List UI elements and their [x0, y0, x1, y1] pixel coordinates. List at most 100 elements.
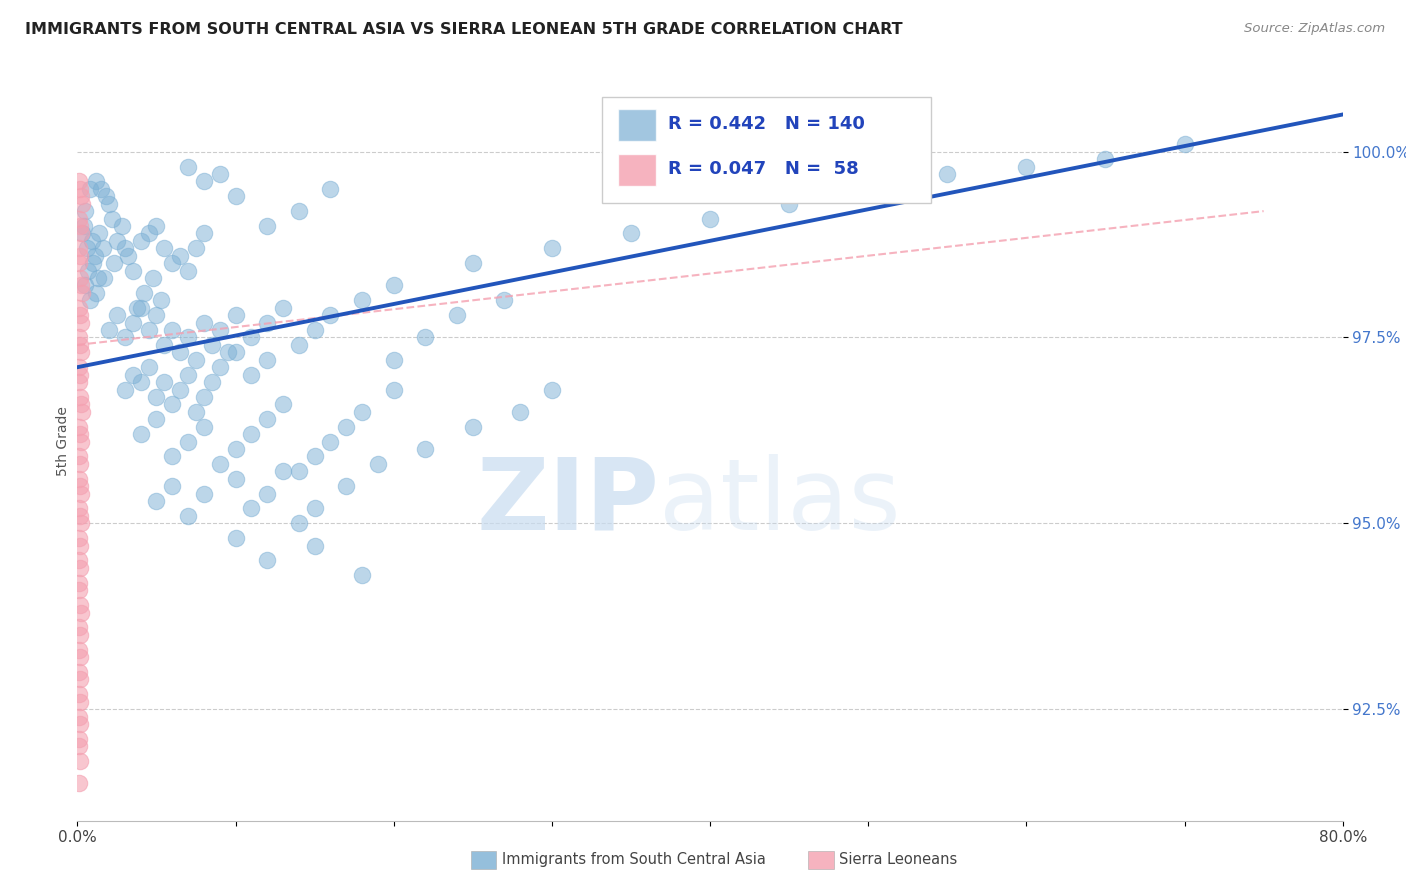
Text: IMMIGRANTS FROM SOUTH CENTRAL ASIA VS SIERRA LEONEAN 5TH GRADE CORRELATION CHART: IMMIGRANTS FROM SOUTH CENTRAL ASIA VS SI…	[25, 22, 903, 37]
Point	[256, 352, 278, 367]
Point	[67, 450, 90, 464]
Point	[69, 754, 91, 768]
Point	[98, 196, 120, 211]
Point	[145, 219, 167, 233]
Point	[67, 739, 90, 754]
Point	[67, 583, 90, 598]
Y-axis label: 5th Grade: 5th Grade	[56, 407, 70, 476]
Text: Sierra Leoneans: Sierra Leoneans	[839, 853, 957, 867]
Point	[225, 308, 247, 322]
Point	[177, 263, 200, 277]
Point	[145, 412, 167, 426]
Point	[67, 620, 90, 634]
Point	[256, 316, 278, 330]
Point	[69, 182, 91, 196]
Point	[69, 650, 91, 665]
Point	[446, 308, 468, 322]
Point	[67, 241, 90, 255]
Text: R = 0.047   N =  58: R = 0.047 N = 58	[668, 161, 859, 178]
Point	[304, 450, 326, 464]
Point	[121, 368, 143, 382]
Point	[169, 249, 191, 263]
Point	[193, 486, 215, 500]
Point	[208, 323, 231, 337]
Point	[69, 606, 91, 620]
Point	[304, 539, 326, 553]
Point	[288, 204, 311, 219]
Point	[86, 285, 108, 300]
Point	[162, 450, 183, 464]
Point	[75, 278, 97, 293]
Point	[87, 271, 110, 285]
Point	[256, 553, 278, 567]
Point	[69, 486, 91, 500]
Point	[69, 390, 91, 404]
Point	[382, 383, 405, 397]
Point	[858, 182, 880, 196]
Point	[778, 196, 800, 211]
Point	[89, 227, 111, 241]
Point	[1094, 152, 1116, 166]
Point	[70, 227, 93, 241]
Point	[69, 539, 91, 553]
Point	[1174, 137, 1197, 152]
Point	[620, 227, 643, 241]
Point	[271, 301, 294, 315]
Point	[177, 434, 200, 449]
Point	[73, 219, 96, 233]
Point	[67, 665, 90, 679]
Point	[69, 338, 91, 352]
Point	[114, 241, 136, 255]
Point	[461, 419, 484, 434]
Point	[169, 383, 191, 397]
Point	[288, 516, 311, 531]
Point	[177, 508, 200, 523]
Point	[82, 256, 104, 270]
Point	[153, 338, 176, 352]
Bar	[617, 109, 655, 141]
Point	[105, 308, 128, 322]
Point	[382, 352, 405, 367]
Point	[83, 249, 105, 263]
Point	[129, 234, 152, 248]
Point	[256, 486, 278, 500]
Point	[86, 174, 108, 188]
Point	[80, 234, 103, 248]
Point	[142, 271, 165, 285]
Point	[67, 687, 90, 701]
Point	[541, 241, 564, 255]
Point	[70, 405, 93, 419]
Point	[138, 323, 160, 337]
Point	[145, 308, 167, 322]
Point	[162, 397, 183, 411]
Point	[304, 323, 326, 337]
Point	[193, 174, 215, 188]
Point	[217, 345, 239, 359]
Point	[117, 249, 139, 263]
Point	[150, 293, 173, 308]
Point	[69, 508, 91, 523]
Point	[67, 531, 90, 545]
Point	[67, 776, 90, 790]
Point	[69, 219, 91, 233]
Point	[193, 390, 215, 404]
Text: ZIP: ZIP	[477, 454, 659, 550]
Text: Source: ZipAtlas.com: Source: ZipAtlas.com	[1244, 22, 1385, 36]
Point	[91, 241, 114, 255]
Point	[541, 383, 564, 397]
Point	[240, 330, 263, 344]
Point	[367, 457, 389, 471]
Point	[184, 241, 207, 255]
Point	[153, 241, 176, 255]
Point	[69, 695, 91, 709]
Point	[319, 308, 342, 322]
Point	[69, 516, 91, 531]
Point	[67, 472, 90, 486]
Point	[67, 553, 90, 567]
Point	[352, 568, 374, 582]
Point	[699, 211, 721, 226]
Point	[121, 316, 143, 330]
Point	[494, 293, 516, 308]
Point	[225, 189, 247, 203]
Point	[67, 501, 90, 516]
